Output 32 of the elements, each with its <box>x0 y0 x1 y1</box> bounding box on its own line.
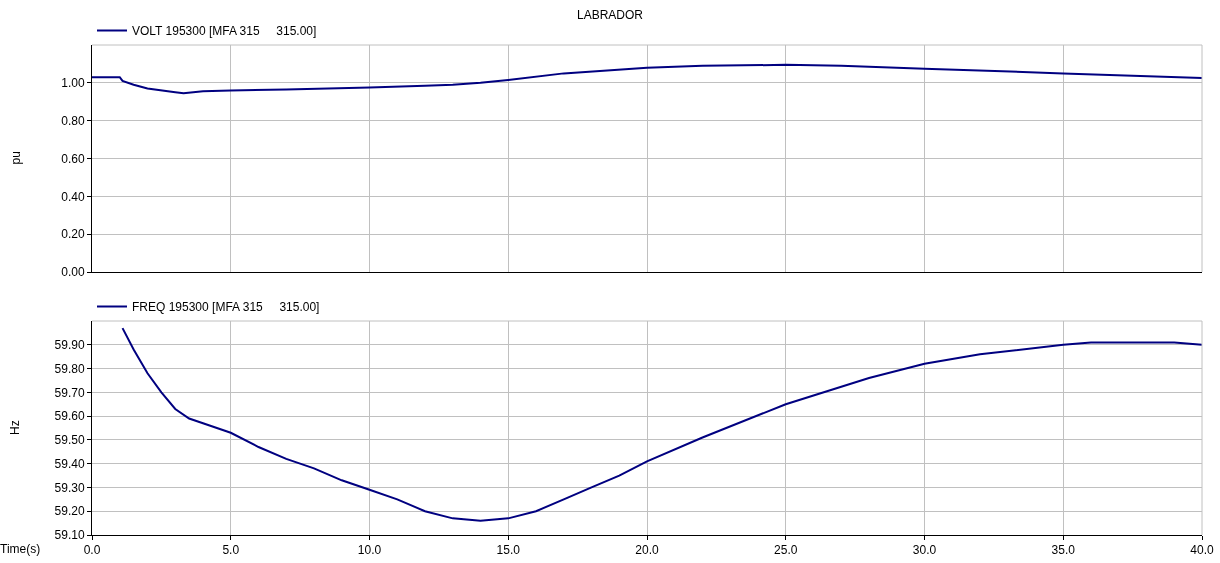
x-tick-label: 0.0 <box>83 543 101 558</box>
x-axis-title: Time(s) <box>0 542 41 556</box>
x-tick-label: 30.0 <box>912 543 937 558</box>
y-tick-label: 59.20 <box>54 504 85 519</box>
y-tick-label: 59.60 <box>54 409 85 424</box>
y-axis-title: Hz <box>8 420 22 435</box>
x-tick-label: 40.0 <box>1190 543 1214 558</box>
y-tick-label: 59.90 <box>54 337 85 352</box>
legend-label: VOLT 195300 [MFA 315 315.00] <box>132 24 317 39</box>
y-tick-label: 0.60 <box>61 151 85 166</box>
y-tick-label: 0.80 <box>61 113 85 128</box>
y-tick-label: 0.00 <box>61 265 85 280</box>
y-tick-label: 59.30 <box>54 480 85 495</box>
y-tick-label: 59.40 <box>54 456 85 471</box>
x-tick-label: 10.0 <box>357 543 382 558</box>
x-tick-label: 25.0 <box>774 543 798 558</box>
y-tick-label: 1.00 <box>61 76 85 91</box>
y-tick-label: 59.50 <box>54 433 85 448</box>
line-series <box>121 327 1202 522</box>
chart-title: LABRADOR <box>576 8 644 23</box>
x-tick-label: 20.0 <box>635 543 659 558</box>
y-tick-label: 59.70 <box>54 385 85 400</box>
y-tick-label: 59.80 <box>54 361 85 376</box>
x-tick-label: 15.0 <box>496 543 521 558</box>
x-tick-label: 35.0 <box>1051 543 1076 558</box>
y-tick-label: 59.10 <box>54 528 85 543</box>
y-tick-label: 0.20 <box>61 227 85 242</box>
y-tick-label: 0.40 <box>61 189 85 204</box>
y-axis-title: pu <box>8 151 23 165</box>
x-tick-label: 5.0 <box>222 543 240 558</box>
legend-label: FREQ 195300 [MFA 315 315.00] <box>132 300 320 315</box>
line-series <box>92 63 1202 95</box>
